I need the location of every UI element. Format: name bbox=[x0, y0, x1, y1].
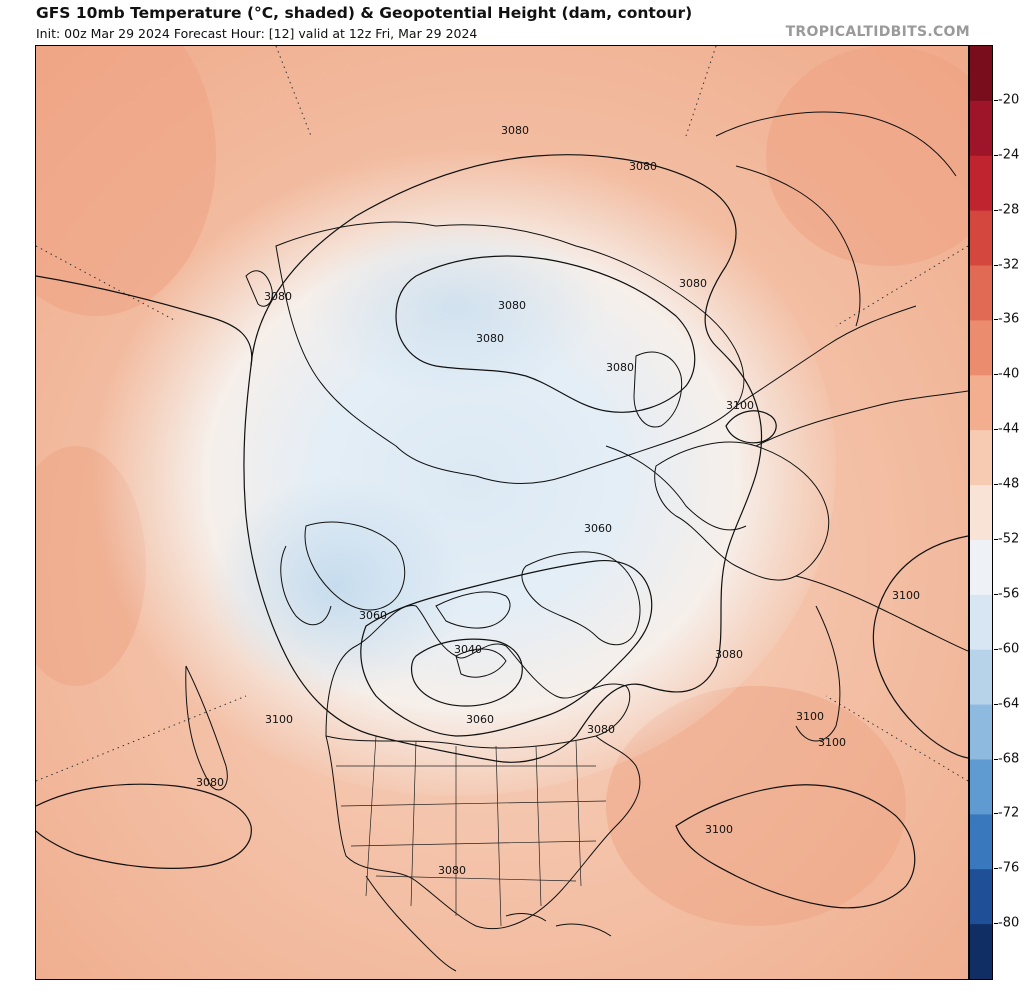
colorbar-swatch bbox=[970, 814, 992, 870]
contour-label: 3080 bbox=[501, 124, 529, 137]
colorbar-label: -72 bbox=[998, 805, 1020, 821]
colorbar-labels: -20 -24 -28 -32 -36 -40 -44 -48 -52 -56 -60 -64 -68 -… bbox=[994, 45, 1024, 980]
colorbar-label: -56 bbox=[998, 586, 1020, 602]
colorbar-label: -32 bbox=[998, 257, 1020, 272]
colorbar-tick bbox=[994, 209, 998, 211]
colorbar-swatches bbox=[970, 46, 992, 979]
colorbar-swatch bbox=[970, 100, 992, 157]
contour-3100-se bbox=[675, 784, 916, 909]
colorbar-swatch bbox=[970, 485, 992, 541]
map-title: GFS 10mb Temperature (°C, shaded) & Geop… bbox=[36, 4, 693, 22]
colorbar-swatch bbox=[970, 430, 992, 486]
colorbar-tick bbox=[994, 813, 998, 815]
contour-label: 3080 bbox=[715, 648, 743, 661]
colorbar-swatch bbox=[970, 704, 992, 760]
contour-label: 3080 bbox=[606, 361, 634, 374]
polar-map: 3080 3080 3080 3080 3080 3080 3080 3100 3060 3060… bbox=[36, 46, 968, 979]
cold-patch bbox=[206, 476, 466, 696]
colorbar-tick bbox=[994, 264, 998, 266]
map-subtitle: Init: 00z Mar 29 2024 Forecast Hour: [12… bbox=[36, 26, 478, 41]
colorbar-label: -36 bbox=[998, 311, 1020, 327]
contour-3040 bbox=[410, 638, 523, 707]
contour-label: 3080 bbox=[498, 299, 526, 312]
colorbar-swatch bbox=[970, 594, 992, 651]
colorbar-label: -76 bbox=[998, 860, 1020, 876]
contour-3100-east bbox=[872, 535, 968, 759]
colorbar-swatch bbox=[970, 869, 992, 925]
contour-label: 3080 bbox=[438, 864, 466, 877]
colorbar-tick bbox=[994, 319, 998, 321]
contour-label: 3100 bbox=[265, 713, 293, 726]
colorbar-swatch bbox=[970, 539, 992, 596]
contour-label: 3080 bbox=[476, 332, 504, 345]
colorbar-label: -48 bbox=[998, 476, 1020, 492]
contour-label: 3100 bbox=[796, 710, 824, 723]
brand-watermark[interactable]: TROPICALTIDBITS.COM bbox=[785, 24, 970, 40]
height-contours bbox=[36, 154, 968, 909]
colorbar-swatch bbox=[970, 924, 992, 979]
colorbar-label: -24 bbox=[998, 147, 1020, 163]
contour-label: 3080 bbox=[679, 277, 707, 290]
colorbar-label: -64 bbox=[998, 696, 1020, 712]
colorbar-tick bbox=[994, 154, 998, 156]
map-panel: 3080 3080 3080 3080 3080 3080 3080 3100 3060 3060… bbox=[35, 45, 969, 980]
colorbar-label: -68 bbox=[998, 751, 1020, 766]
contour-3100-europe bbox=[725, 410, 777, 444]
warm-patch bbox=[606, 686, 906, 926]
colorbar-swatch bbox=[970, 320, 992, 376]
colorbar-tick bbox=[994, 484, 998, 486]
colorbar-tick bbox=[994, 99, 998, 101]
contour-label: 3060 bbox=[359, 609, 387, 622]
colorbar-tick bbox=[994, 593, 998, 595]
colorbar-swatch bbox=[970, 649, 992, 706]
contour-3080-outer bbox=[243, 154, 763, 763]
us-state-borders bbox=[336, 735, 607, 927]
contour-3080-inner bbox=[395, 255, 696, 413]
colorbar bbox=[969, 45, 993, 980]
contour-3080-west bbox=[36, 275, 253, 367]
colorbar-tick bbox=[994, 703, 998, 705]
graticule-lines bbox=[36, 46, 968, 782]
contour-3060 bbox=[360, 559, 653, 737]
colorbar-label: -28 bbox=[998, 202, 1020, 218]
colorbar-tick bbox=[994, 538, 998, 540]
warm-patch bbox=[766, 46, 968, 266]
colorbar-tick bbox=[994, 429, 998, 431]
contour-label: 3080 bbox=[629, 160, 657, 173]
cold-patch bbox=[306, 216, 606, 396]
colorbar-swatch bbox=[970, 375, 992, 431]
contour-label: 3080 bbox=[196, 776, 224, 789]
coastlines bbox=[185, 111, 968, 972]
contour-labels: 3080 3080 3080 3080 3080 3080 3080 3100 3060 3060… bbox=[196, 124, 920, 877]
colorbar-swatch bbox=[970, 759, 992, 815]
colorbar-swatch bbox=[970, 46, 992, 102]
colorbar-label: -80 bbox=[998, 915, 1020, 931]
colorbar-tick bbox=[994, 648, 998, 650]
colorbar-label: -20 bbox=[998, 92, 1020, 108]
colorbar-tick bbox=[994, 758, 998, 760]
contour-label: 3100 bbox=[892, 589, 920, 602]
colorbar-label: -44 bbox=[998, 421, 1020, 437]
colorbar-label: -40 bbox=[998, 366, 1020, 382]
colorbar-tick bbox=[994, 868, 998, 870]
colorbar-swatch bbox=[970, 265, 992, 321]
colorbar-label: -52 bbox=[998, 531, 1020, 547]
colorbar-swatch bbox=[970, 155, 992, 212]
colorbar-label: -60 bbox=[998, 641, 1020, 657]
contour-label: 3040 bbox=[454, 643, 482, 656]
contour-label: 3100 bbox=[818, 736, 846, 749]
contour-3100-sw bbox=[36, 783, 252, 869]
contour-label: 3060 bbox=[466, 713, 494, 726]
contour-label: 3100 bbox=[726, 399, 754, 412]
contour-label: 3080 bbox=[587, 723, 615, 736]
contour-label: 3100 bbox=[705, 823, 733, 836]
colorbar-tick bbox=[994, 923, 998, 925]
contour-label: 3080 bbox=[264, 290, 292, 303]
colorbar-tick bbox=[994, 374, 998, 376]
contour-label: 3060 bbox=[584, 522, 612, 535]
colorbar-swatch bbox=[970, 210, 992, 267]
